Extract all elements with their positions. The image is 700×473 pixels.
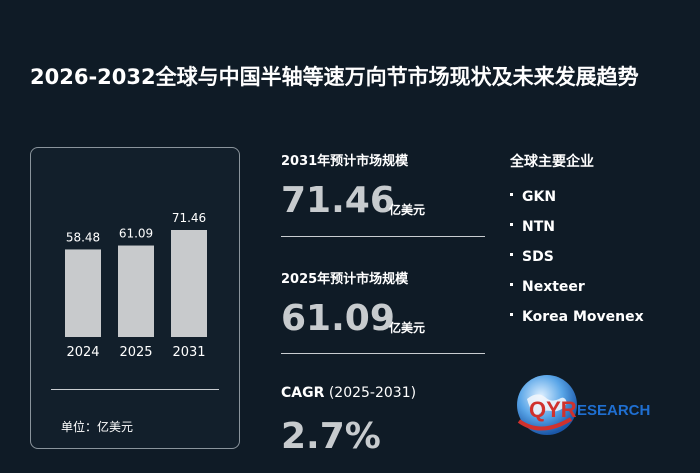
divider: [51, 389, 219, 390]
market-2031-title: 2031年预计市场规模: [281, 154, 409, 169]
company-name: GKN: [522, 189, 557, 205]
companies-title: 全球主要企业: [510, 154, 594, 170]
qyresearch-logo: QYR ESEARCH: [517, 375, 650, 435]
bar-2024: [65, 249, 101, 337]
bullet-icon: [510, 282, 513, 286]
market-2025-title: 2025年预计市场规模: [281, 272, 409, 287]
x-tick-label: 2025: [119, 345, 152, 360]
market-2025-unit: 亿美元: [389, 321, 426, 335]
globe-logo-icon: [517, 375, 577, 435]
bullet-icon: [510, 222, 513, 226]
company-item: SDS: [510, 249, 554, 265]
data-label: 58.48: [66, 230, 100, 244]
cagr-label: CAGR: [281, 385, 325, 401]
market-2031-value: 71.46: [281, 180, 395, 221]
bar-chart-card: 58.48 2024 61.09 2025 71.46 2031 单位：亿美元: [30, 147, 240, 449]
bullet-icon: [510, 252, 513, 256]
market-2025-value: 61.09: [281, 298, 395, 339]
cagr-value: 2.7%: [281, 416, 381, 457]
bar-2025: [118, 245, 154, 337]
bar-chart: 58.48 2024 61.09 2025 71.46 2031: [65, 211, 207, 360]
divider: [281, 236, 485, 237]
x-tick-label: 2024: [66, 345, 99, 360]
bullet-icon: [510, 312, 513, 316]
cagr-title: CAGR (2025-2031): [281, 385, 416, 401]
company-item: NTN: [510, 219, 555, 235]
company-name: SDS: [522, 249, 554, 265]
logo-text-a: QYR: [529, 397, 577, 422]
market-2031-unit: 亿美元: [389, 203, 426, 217]
divider: [281, 353, 485, 354]
bullet-icon: [510, 192, 513, 196]
logo-text-b: ESEARCH: [577, 402, 650, 419]
company-item: GKN: [510, 189, 556, 205]
company-name: Nexteer: [522, 279, 585, 295]
company-name: Korea Movenex: [522, 309, 644, 325]
data-label: 61.09: [119, 227, 153, 241]
data-label: 71.46: [172, 211, 206, 225]
company-item: Nexteer: [510, 279, 585, 295]
x-tick-label: 2031: [172, 345, 205, 360]
company-name: NTN: [522, 219, 555, 235]
cagr-period: (2025-2031): [328, 385, 417, 401]
bar-2031: [171, 230, 207, 337]
unit-label: 单位：亿美元: [61, 420, 134, 434]
company-item: Korea Movenex: [510, 309, 644, 325]
page-title: 2026-2032全球与中国半轴等速万向节市场现状及未来发展趋势: [30, 65, 639, 89]
